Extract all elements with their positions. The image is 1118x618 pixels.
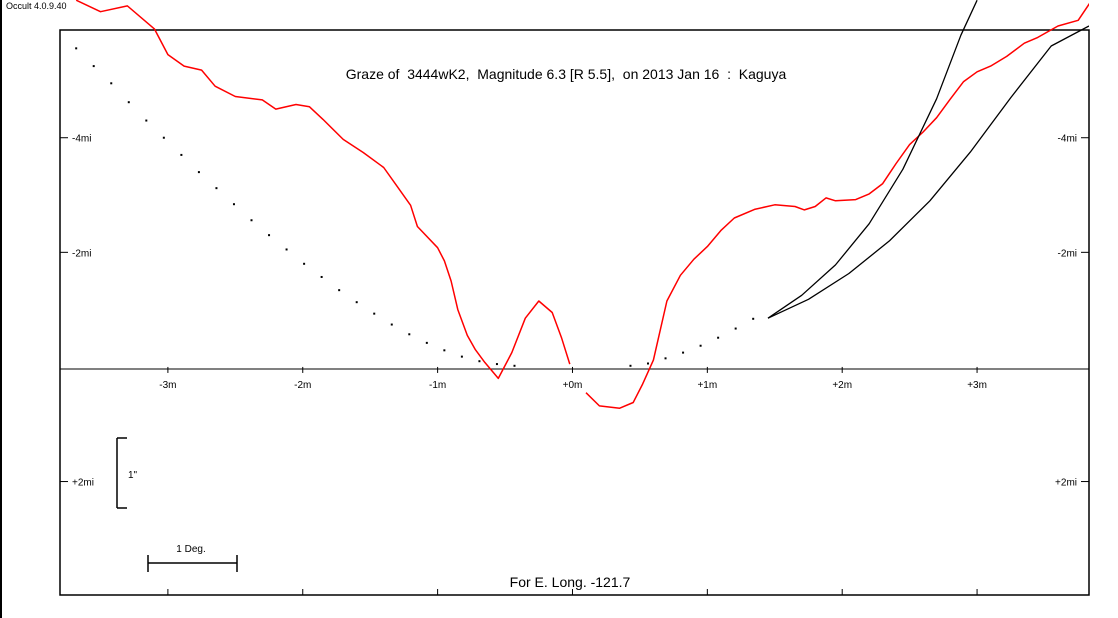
limit-dot	[162, 136, 165, 139]
limit-dot	[478, 360, 481, 363]
y-tick-label-right: -4mi	[1058, 134, 1077, 145]
version-label: Occult 4.0.9.40	[6, 1, 67, 11]
y-axis-ticks: -4mi -4mi -2mi -2mi +2mi +2mi	[60, 134, 1089, 489]
limit-dot	[250, 219, 253, 222]
limit-dot	[215, 187, 218, 190]
limb-profile-line	[75, 0, 571, 380]
limit-dot	[75, 47, 78, 50]
limit-dot	[197, 171, 200, 174]
series-layer	[75, 0, 1089, 409]
limit-dot	[647, 362, 649, 365]
limit-dot	[734, 327, 737, 330]
y-tick-label-right: -2mi	[1058, 248, 1077, 259]
plot-frame	[59, 29, 1090, 596]
x-tick-label: +2m	[832, 380, 852, 391]
limit-dot	[145, 119, 148, 122]
limit-dot	[408, 333, 411, 336]
limit-dot	[390, 323, 393, 326]
limit-dot	[127, 101, 130, 104]
y-tick-label-right: +2mi	[1055, 478, 1077, 489]
y-tick-label-left: -4mi	[72, 134, 91, 145]
x-tick-label: -1m	[429, 380, 446, 391]
limit-dot	[285, 248, 288, 251]
limb-profile-line	[585, 2, 1089, 409]
x-tick-label: +1m	[697, 380, 717, 391]
limit-curve-steep-line	[767, 0, 978, 319]
limit-dot	[320, 275, 323, 278]
limit-dot	[460, 355, 463, 358]
limit-dot	[110, 82, 113, 85]
limit-dot	[425, 341, 428, 344]
y-tick-label-left: -2mi	[72, 248, 91, 259]
limit-dot	[232, 203, 235, 206]
x-tick-label: +3m	[967, 380, 987, 391]
limit-dot	[373, 312, 376, 315]
vertical-scale-label: 1"	[128, 470, 138, 481]
vertical-scale-bar: 1"	[116, 437, 138, 509]
window-left-border	[0, 0, 2, 618]
limit-dot	[268, 234, 271, 237]
limit-dot	[513, 364, 516, 367]
limit-dot	[699, 344, 702, 347]
limit-dot	[443, 349, 446, 352]
limit-dot	[338, 289, 341, 292]
limit-dot	[495, 363, 498, 366]
y-tick-label-left: +2mi	[72, 478, 94, 489]
x-tick-label: -2m	[294, 380, 311, 391]
limit-dot	[629, 364, 632, 367]
x-tick-label: -3m	[159, 380, 176, 391]
limit-dot	[303, 262, 306, 265]
limit-dot	[682, 351, 685, 354]
limit-dot	[717, 336, 720, 339]
horizontal-scale-label: 1 Deg.	[176, 544, 205, 555]
limit-dot	[664, 357, 667, 360]
horizontal-scale-bar: 1 Deg.	[147, 544, 238, 572]
chart-title: Graze of 3444wK2, Magnitude 6.3 [R 5.5],…	[346, 66, 787, 82]
x-axis-ticks: -3m -2m -1m +0m +1m +2m +3m	[159, 366, 987, 595]
limit-dot	[355, 301, 358, 304]
limit-curve-shallow-line	[767, 25, 1089, 319]
limit-dot	[92, 65, 95, 68]
x-tick-label: +0m	[563, 380, 583, 391]
limit-dot	[752, 317, 755, 320]
chart-footer: For E. Long. -121.7	[510, 574, 631, 590]
limit-dot	[180, 153, 183, 156]
